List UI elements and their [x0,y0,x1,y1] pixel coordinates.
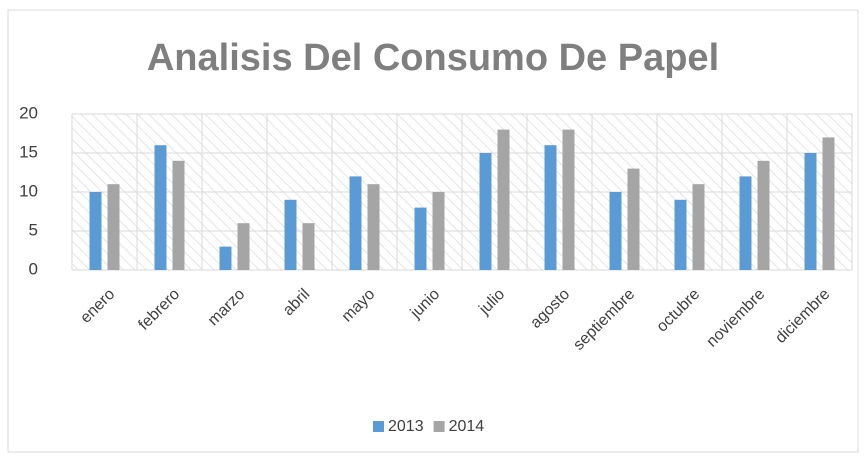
bar [302,223,315,270]
bar [154,145,167,270]
y-tick-label: 15 [19,142,38,161]
legend-label: 2013 [388,418,424,435]
bar [562,129,575,270]
bar [804,153,817,270]
bar [367,184,380,270]
bar [739,176,752,270]
bar [172,160,185,270]
bar [757,160,770,270]
bar [544,145,557,270]
bar [627,168,640,270]
bar [89,192,102,270]
bar [692,184,705,270]
bar [414,207,427,270]
y-tick-label: 20 [19,103,38,122]
bar [219,246,232,270]
bar [107,184,120,270]
bar [432,192,445,270]
y-tick-label: 10 [19,181,38,200]
bar [284,199,297,270]
bar [609,192,622,270]
y-tick-label: 5 [29,220,38,239]
bar [497,129,510,270]
legend-swatch [373,421,384,432]
bar [674,199,687,270]
chart-title: Analisis Del Consumo De Papel [147,37,719,79]
bar [479,153,492,270]
legend-swatch [433,421,445,432]
y-tick-label: 0 [29,259,38,278]
bar [822,137,835,270]
legend-label: 2014 [449,418,485,435]
bar [349,176,362,270]
bar [237,223,250,270]
